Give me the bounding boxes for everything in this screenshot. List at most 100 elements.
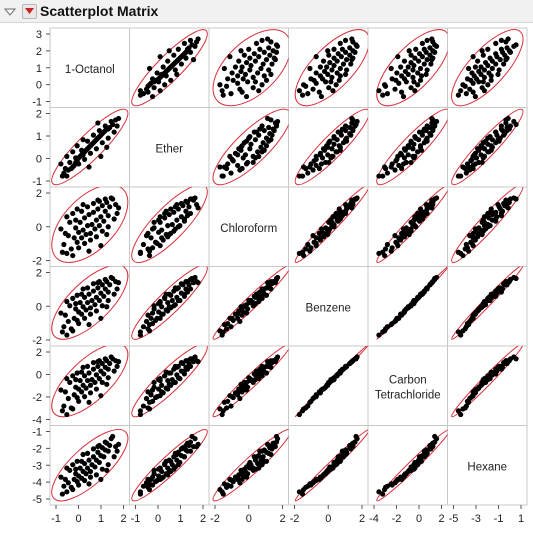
data-point <box>102 439 108 445</box>
data-point <box>195 36 201 42</box>
data-point <box>424 67 430 73</box>
data-point <box>73 301 79 307</box>
scatter-panel <box>131 187 208 263</box>
data-point <box>99 203 105 209</box>
data-point <box>313 243 319 249</box>
data-point <box>504 45 510 51</box>
data-point <box>265 359 271 365</box>
data-point <box>195 359 201 365</box>
data-point <box>157 243 163 249</box>
data-point <box>455 408 462 414</box>
data-point <box>76 398 82 404</box>
data-point <box>151 379 157 386</box>
data-point <box>255 70 261 76</box>
x-tick-label: 1 <box>177 513 183 525</box>
data-point <box>81 215 88 221</box>
data-point <box>171 209 177 215</box>
data-point <box>412 55 418 61</box>
data-point <box>480 140 486 146</box>
data-point <box>317 64 323 70</box>
data-point <box>181 216 188 222</box>
data-point <box>256 153 262 159</box>
data-point <box>433 274 440 281</box>
data-point <box>406 231 412 238</box>
data-point <box>463 91 469 97</box>
data-point <box>137 249 144 255</box>
data-point <box>505 36 511 42</box>
data-point <box>101 371 107 377</box>
data-point <box>160 237 166 243</box>
density-ellipse <box>131 187 208 263</box>
data-point <box>259 123 265 129</box>
data-point <box>87 237 94 243</box>
data-point <box>428 132 434 138</box>
data-point <box>98 393 104 399</box>
density-ellipse <box>131 266 208 340</box>
data-point <box>392 167 398 173</box>
data-point <box>183 279 189 285</box>
data-point <box>313 70 319 76</box>
data-point <box>481 74 488 80</box>
data-point <box>470 89 476 95</box>
data-point <box>61 241 67 248</box>
y-tick-label: -1 <box>32 176 42 188</box>
data-point <box>171 379 177 386</box>
data-point <box>336 458 342 464</box>
data-point <box>460 82 466 88</box>
data-point <box>271 127 277 134</box>
data-point <box>511 195 517 201</box>
data-point <box>318 474 325 480</box>
data-point <box>316 89 322 95</box>
data-point <box>240 76 246 82</box>
scatter-panel <box>376 429 448 502</box>
data-point <box>149 474 156 480</box>
data-point <box>104 467 110 473</box>
scatterplot-matrix: 1-Octanol Ether Chloroform Benzene Carbon Tet… <box>32 27 528 525</box>
data-point <box>238 144 244 150</box>
report-header: Scatterplot Matrix <box>0 0 533 23</box>
data-point <box>140 241 147 248</box>
data-point <box>324 64 330 70</box>
data-point <box>336 206 342 212</box>
data-point <box>65 395 71 402</box>
data-point <box>154 70 160 76</box>
data-point <box>376 489 382 495</box>
x-tick-label: 2 <box>438 513 444 525</box>
data-point <box>349 115 355 122</box>
y-tick-label: -1 <box>32 97 42 109</box>
data-point <box>496 67 502 73</box>
data-point <box>329 67 335 73</box>
data-point <box>242 152 249 158</box>
data-point <box>246 135 252 141</box>
data-point <box>313 54 319 60</box>
data-point <box>140 403 147 409</box>
data-point <box>79 369 85 375</box>
data-point <box>256 298 262 305</box>
data-point <box>331 55 337 61</box>
data-point <box>146 65 153 72</box>
data-point <box>479 48 485 54</box>
scatter-panel <box>376 187 448 263</box>
data-point <box>301 406 307 412</box>
data-point <box>388 481 394 487</box>
data-point <box>74 292 80 298</box>
data-point <box>90 288 97 294</box>
data-point <box>337 147 343 153</box>
data-point <box>381 164 388 170</box>
data-point <box>488 292 494 298</box>
data-point <box>236 386 242 392</box>
data-point <box>472 310 478 316</box>
data-point <box>190 197 197 203</box>
data-point <box>95 120 101 126</box>
data-point <box>352 49 358 55</box>
scatter-panel <box>451 29 524 107</box>
red-triangle-menu-icon[interactable] <box>22 4 37 19</box>
data-point <box>333 462 339 468</box>
data-point <box>417 143 424 149</box>
data-point <box>406 304 412 310</box>
data-point <box>165 308 171 314</box>
data-point <box>217 486 223 493</box>
triangle-down-icon[interactable] <box>3 5 17 17</box>
data-point <box>251 51 257 57</box>
data-point <box>146 481 153 487</box>
